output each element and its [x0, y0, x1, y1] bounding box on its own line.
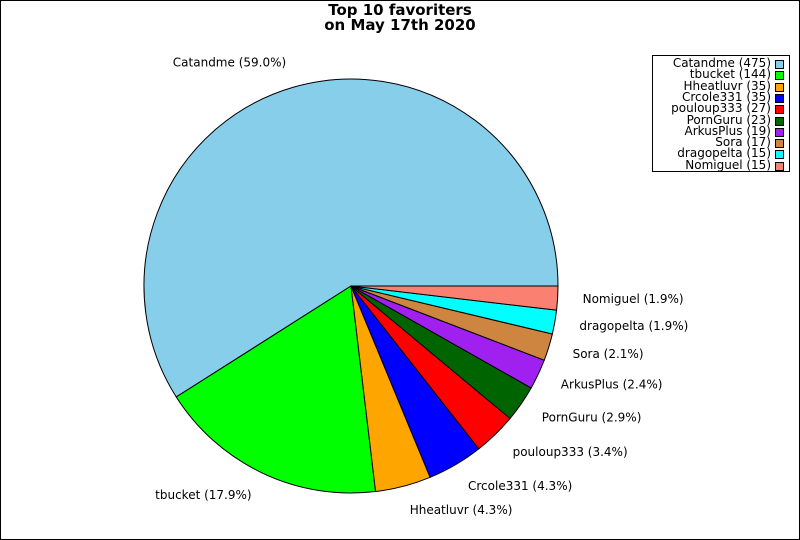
slice-label-tbucket: tbucket (17.9%)	[155, 488, 251, 502]
legend-swatch	[775, 71, 784, 81]
legend-swatch	[775, 82, 784, 92]
legend-label: Crcole331 (35)	[681, 89, 771, 104]
legend-swatch	[775, 116, 784, 126]
legend-item: Crcole331 (35)	[653, 89, 789, 104]
slice-label-sora: Sora (2.1%)	[573, 347, 644, 361]
legend-item: Sora (17)	[653, 135, 789, 150]
legend-label: Catandme (475)	[672, 56, 771, 70]
chart-title-line-2: on May 17th 2020	[324, 16, 476, 34]
legend-swatch	[775, 60, 784, 69]
legend-item: pouloup333 (27)	[653, 101, 789, 116]
slice-label-nomiguel: Nomiguel (1.9%)	[583, 292, 684, 306]
legend-item: PornGuru (23)	[653, 112, 789, 127]
legend-label: Sora (17)	[715, 135, 771, 150]
legend-item: dragopelta (15)	[653, 148, 789, 160]
legend-label: PornGuru (23)	[686, 112, 771, 127]
legend-item: tbucket (144)	[653, 69, 789, 81]
legend-label: tbucket (144)	[689, 67, 771, 82]
pie-slice-tbucket	[175, 285, 377, 494]
pie-slice-labels: Catandme (59.0%) tbucket (17.9%) Hheatluvr…	[155, 56, 688, 517]
slice-label-arkusplus: ArkusPlus (2.4%)	[561, 378, 663, 392]
slice-label-crcole331: Crcole331 (4.3%)	[468, 479, 572, 493]
legend-item: Nomiguel (15)	[653, 157, 789, 172]
legend-swatch	[775, 139, 784, 149]
legend-label: Hheatluvr (35)	[683, 78, 772, 93]
chart-title-line-1: Top 10 favoriters	[328, 1, 472, 19]
legend-label: ArkusPlus (19)	[684, 123, 771, 138]
legend-item: ArkusPlus (19)	[653, 123, 789, 138]
slice-label-hheatluvr: Hheatluvr (4.3%)	[410, 503, 513, 517]
legend-swatch	[775, 93, 784, 103]
legend-label: pouloup333 (27)	[671, 101, 771, 116]
legend-swatch	[775, 105, 784, 115]
legend-label: Nomiguel (15)	[685, 157, 771, 172]
slice-label-catandme: Catandme (59.0%)	[173, 56, 286, 70]
legend-swatch	[775, 127, 784, 137]
slice-label-pornguru: PornGuru (2.9%)	[542, 410, 642, 424]
pie-slices	[143, 78, 559, 494]
legend-swatch	[775, 150, 784, 160]
legend-label: dragopelta (15)	[677, 146, 771, 161]
legend-item: Catandme (475)	[653, 56, 789, 70]
chart-title: Top 10 favoriters on May 17th 2020	[1, 3, 799, 33]
slice-label-dragopelta: dragopelta (1.9%)	[579, 319, 688, 333]
legend-item: Hheatluvr (35)	[653, 78, 789, 93]
pie-slice-catandme	[143, 78, 559, 398]
pie-slice-nomiguel	[350, 285, 559, 311]
slice-label-pouloup333: pouloup333 (3.4%)	[513, 445, 628, 459]
legend: Catandme (475) tbucket (144) Hheatluvr (35…	[652, 55, 790, 172]
legend-swatch	[775, 161, 784, 171]
